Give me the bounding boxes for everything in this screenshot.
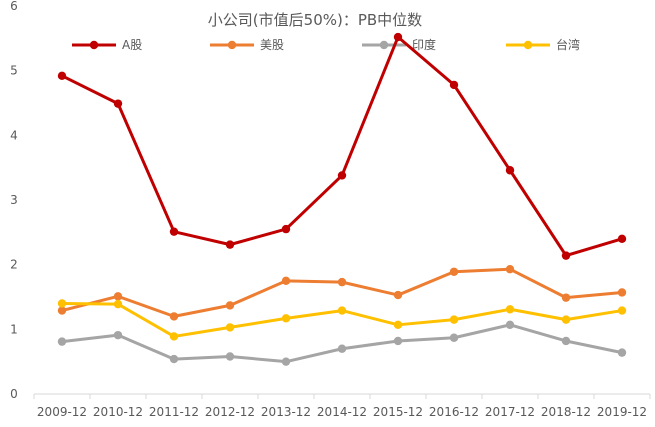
data-point bbox=[393, 320, 403, 330]
data-point bbox=[617, 234, 627, 243]
series-2 bbox=[57, 320, 627, 366]
data-point bbox=[393, 336, 403, 346]
data-point bbox=[617, 306, 627, 315]
data-point bbox=[169, 332, 179, 341]
y-tick-label: 5 bbox=[10, 64, 18, 78]
data-point bbox=[617, 348, 627, 357]
data-point bbox=[169, 227, 179, 236]
legend-item: 印度 bbox=[362, 37, 436, 52]
data-point bbox=[449, 80, 459, 90]
series-3 bbox=[57, 299, 627, 341]
x-tick-label: 2018-12 bbox=[541, 405, 591, 419]
data-point bbox=[169, 354, 179, 364]
legend-marker bbox=[379, 40, 389, 50]
y-tick-label: 6 bbox=[10, 0, 18, 13]
chart-title: 小公司(市值后50%)：PB中位数 bbox=[208, 11, 422, 29]
y-tick-label: 4 bbox=[10, 128, 18, 142]
x-tick-label: 2015-12 bbox=[373, 405, 423, 419]
x-axis: 2009-12 2010-12 2011-12 2012-12 2013-12 2014-… bbox=[33, 394, 651, 419]
legend-label: A股 bbox=[122, 38, 142, 52]
data-point bbox=[57, 337, 67, 346]
data-point bbox=[225, 301, 235, 310]
legend-label: 台湾 bbox=[556, 37, 580, 52]
data-point bbox=[505, 320, 515, 330]
x-tick-label: 2010-12 bbox=[93, 405, 143, 419]
data-point bbox=[617, 288, 627, 297]
legend-item: A股 bbox=[72, 38, 142, 52]
data-point bbox=[337, 277, 347, 287]
legend-label: 美股 bbox=[260, 38, 284, 52]
y-tick-label: 2 bbox=[10, 258, 18, 272]
legend-item: 美股 bbox=[210, 38, 284, 52]
y-axis: 0 1 2 3 4 5 6 bbox=[10, 0, 18, 401]
data-point bbox=[57, 71, 67, 81]
data-point bbox=[225, 240, 235, 249]
series-1 bbox=[57, 264, 627, 321]
y-tick-label: 3 bbox=[10, 193, 18, 207]
data-point bbox=[57, 299, 67, 308]
x-tick-label: 2009-12 bbox=[37, 405, 87, 419]
data-point bbox=[561, 293, 571, 302]
data-point bbox=[505, 264, 515, 274]
series-0 bbox=[57, 32, 627, 260]
x-tick-label: 2011-12 bbox=[149, 405, 199, 419]
y-tick-label: 1 bbox=[10, 322, 18, 336]
data-point bbox=[113, 330, 123, 340]
legend-marker bbox=[523, 40, 533, 50]
data-point bbox=[337, 306, 347, 315]
data-point bbox=[561, 251, 571, 260]
data-point bbox=[225, 323, 235, 332]
series-line bbox=[60, 323, 624, 364]
data-point bbox=[225, 352, 235, 361]
series-line bbox=[60, 35, 624, 258]
series-layer bbox=[57, 32, 627, 366]
data-point bbox=[393, 290, 403, 300]
x-tick-label: 2013-12 bbox=[261, 405, 311, 419]
data-point bbox=[281, 357, 291, 366]
data-point bbox=[57, 306, 67, 315]
data-point bbox=[337, 171, 347, 180]
x-tick-label: 2017-12 bbox=[485, 405, 535, 419]
data-point bbox=[449, 267, 459, 276]
data-point bbox=[281, 224, 291, 234]
data-point bbox=[449, 315, 459, 324]
data-point bbox=[561, 315, 571, 324]
legend-item: 台湾 bbox=[506, 37, 580, 52]
data-point bbox=[281, 276, 291, 286]
data-point bbox=[393, 32, 403, 42]
data-point bbox=[337, 344, 347, 353]
x-tick-label: 2019-12 bbox=[597, 405, 647, 419]
data-point bbox=[113, 292, 123, 301]
data-point bbox=[505, 305, 515, 314]
data-point bbox=[561, 336, 571, 346]
x-tick-label: 2014-12 bbox=[317, 405, 367, 419]
data-point bbox=[113, 99, 123, 108]
data-point bbox=[449, 333, 459, 342]
x-tick-label: 2012-12 bbox=[205, 405, 255, 419]
chart-legend: A股 美股 印度 台湾 bbox=[72, 37, 580, 52]
data-point bbox=[281, 314, 291, 323]
y-tick-label: 0 bbox=[10, 387, 18, 401]
legend-marker bbox=[89, 40, 99, 50]
legend-marker bbox=[227, 40, 237, 50]
data-point bbox=[169, 312, 179, 321]
x-tick-label: 2016-12 bbox=[429, 405, 479, 419]
data-point bbox=[505, 166, 515, 175]
legend-label: 印度 bbox=[412, 37, 436, 52]
data-point bbox=[113, 299, 123, 309]
